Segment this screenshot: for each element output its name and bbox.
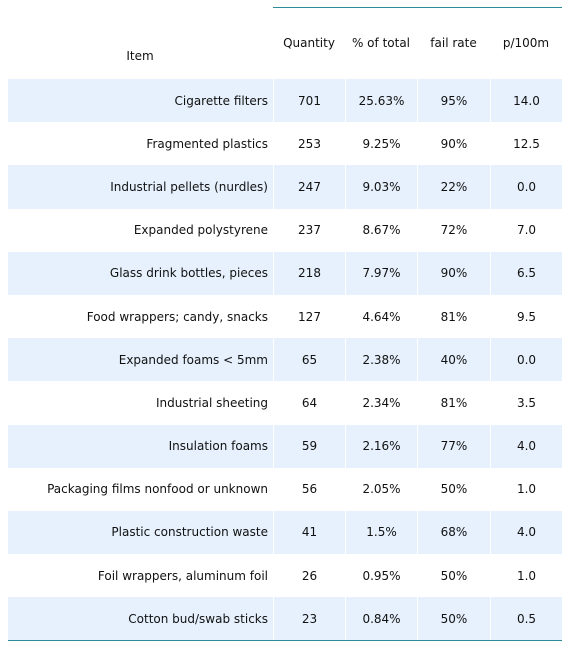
cell-item: Plastic construction waste bbox=[111, 525, 268, 540]
cell-item: Cotton bud/swab sticks bbox=[128, 611, 268, 626]
cell-quantity: 64 bbox=[273, 381, 345, 425]
cell-p100m: 4.0 bbox=[490, 424, 562, 468]
cell-item: Food wrappers; candy, snacks bbox=[86, 309, 268, 324]
cell-quantity: 253 bbox=[273, 122, 345, 166]
cell-item: Expanded foams < 5mm bbox=[118, 352, 268, 367]
cell-pct-total: 2.34% bbox=[345, 381, 417, 425]
cell-item: Glass drink bottles, pieces bbox=[109, 266, 268, 281]
table-row: Expanded foams < 5mm 65 2.38% 40% 0.0 bbox=[8, 338, 562, 382]
cell-fail-rate: 68% bbox=[417, 510, 490, 555]
table-row: Glass drink bottles, pieces 218 7.97% 90% 6.… bbox=[8, 251, 562, 295]
cell-p100m: 0.0 bbox=[490, 165, 562, 209]
cell-p100m: 0.5 bbox=[490, 597, 562, 641]
cell-quantity: 41 bbox=[273, 510, 345, 555]
cell-p100m: 1.0 bbox=[490, 467, 562, 511]
cell-pct-total: 2.16% bbox=[345, 424, 417, 468]
cell-pct-total: 9.25% bbox=[345, 122, 417, 166]
table-bottom-rule bbox=[8, 640, 562, 641]
cell-item: Industrial sheeting bbox=[156, 395, 268, 410]
cell-pct-total: 25.63% bbox=[345, 79, 417, 123]
cell-pct-total: 0.84% bbox=[345, 597, 417, 641]
cell-p100m: 6.5 bbox=[490, 251, 562, 295]
cell-pct-total: 1.5% bbox=[345, 510, 417, 555]
table-row: Food wrappers; candy, snacks 127 4.64% 81% 9… bbox=[8, 294, 562, 339]
cell-quantity: 56 bbox=[273, 467, 345, 511]
cell-item: Industrial pellets (nurdles) bbox=[110, 179, 268, 194]
cell-pct-total: 9.03% bbox=[345, 165, 417, 209]
cell-quantity: 23 bbox=[273, 597, 345, 641]
cell-fail-rate: 81% bbox=[417, 294, 490, 339]
cell-item: Expanded polystyrene bbox=[133, 223, 268, 238]
cell-fail-rate: 90% bbox=[417, 122, 490, 166]
column-header-pct-total: % of total bbox=[351, 36, 411, 50]
column-header-p100m: p/100m bbox=[502, 36, 550, 50]
cell-item: Foil wrappers, aluminum foil bbox=[97, 568, 268, 583]
column-header-item: Item bbox=[126, 49, 154, 63]
cell-pct-total: 2.38% bbox=[345, 338, 417, 382]
cell-quantity: 127 bbox=[273, 294, 345, 339]
table-row: Insulation foams 59 2.16% 77% 4.0 bbox=[8, 424, 562, 468]
cell-p100m: 0.0 bbox=[490, 338, 562, 382]
table-row: Foil wrappers, aluminum foil 26 0.95% 50% 1.… bbox=[8, 554, 562, 598]
cell-quantity: 247 bbox=[273, 165, 345, 209]
cell-p100m: 1.0 bbox=[490, 554, 562, 598]
cell-item: Packaging films nonfood or unknown bbox=[47, 482, 268, 497]
cell-quantity: 218 bbox=[273, 251, 345, 295]
cell-pct-total: 0.95% bbox=[345, 554, 417, 598]
cell-pct-total: 8.67% bbox=[345, 208, 417, 252]
table-top-rule bbox=[273, 7, 562, 8]
cell-pct-total: 4.64% bbox=[345, 294, 417, 339]
cell-quantity: 26 bbox=[273, 554, 345, 598]
column-header-fail-rate: fail rate bbox=[430, 36, 477, 50]
cell-p100m: 12.5 bbox=[490, 122, 562, 166]
cell-pct-total: 7.97% bbox=[345, 251, 417, 295]
table-body: Cigarette filters 701 25.63% 95% 14.0 Fragmen… bbox=[8, 79, 562, 641]
cell-fail-rate: 72% bbox=[417, 208, 490, 252]
cell-fail-rate: 50% bbox=[417, 597, 490, 641]
cell-item: Cigarette filters bbox=[174, 93, 268, 108]
cell-quantity: 59 bbox=[273, 424, 345, 468]
table-row: Cigarette filters 701 25.63% 95% 14.0 bbox=[8, 79, 562, 123]
table-row: Packaging films nonfood or unknown 56 2.05… bbox=[8, 467, 562, 511]
cell-fail-rate: 81% bbox=[417, 381, 490, 425]
table-row: Expanded polystyrene 237 8.67% 72% 7.0 bbox=[8, 208, 562, 252]
cell-fail-rate: 50% bbox=[417, 467, 490, 511]
cell-fail-rate: 50% bbox=[417, 554, 490, 598]
cell-p100m: 4.0 bbox=[490, 510, 562, 555]
cell-quantity: 701 bbox=[273, 79, 345, 123]
cell-fail-rate: 77% bbox=[417, 424, 490, 468]
cell-p100m: 9.5 bbox=[490, 294, 562, 339]
cell-quantity: 237 bbox=[273, 208, 345, 252]
cell-fail-rate: 90% bbox=[417, 251, 490, 295]
table-row: Industrial pellets (nurdles) 247 9.03% 22% 0… bbox=[8, 165, 562, 209]
cell-p100m: 14.0 bbox=[490, 79, 562, 123]
table-row: Fragmented plastics 253 9.25% 90% 12.5 bbox=[8, 122, 562, 166]
cell-p100m: 7.0 bbox=[490, 208, 562, 252]
cell-fail-rate: 22% bbox=[417, 165, 490, 209]
column-header-quantity: Quantity bbox=[283, 36, 335, 50]
cell-quantity: 65 bbox=[273, 338, 345, 382]
cell-fail-rate: 95% bbox=[417, 79, 490, 123]
cell-p100m: 3.5 bbox=[490, 381, 562, 425]
cell-item: Insulation foams bbox=[168, 439, 268, 454]
table-row: Cotton bud/swab sticks 23 0.84% 50% 0.5 bbox=[8, 597, 562, 641]
cell-fail-rate: 40% bbox=[417, 338, 490, 382]
table-row: Industrial sheeting 64 2.34% 81% 3.5 bbox=[8, 381, 562, 425]
cell-pct-total: 2.05% bbox=[345, 467, 417, 511]
table-row: Plastic construction waste 41 1.5% 68% 4.0 bbox=[8, 510, 562, 555]
cell-item: Fragmented plastics bbox=[146, 136, 268, 151]
